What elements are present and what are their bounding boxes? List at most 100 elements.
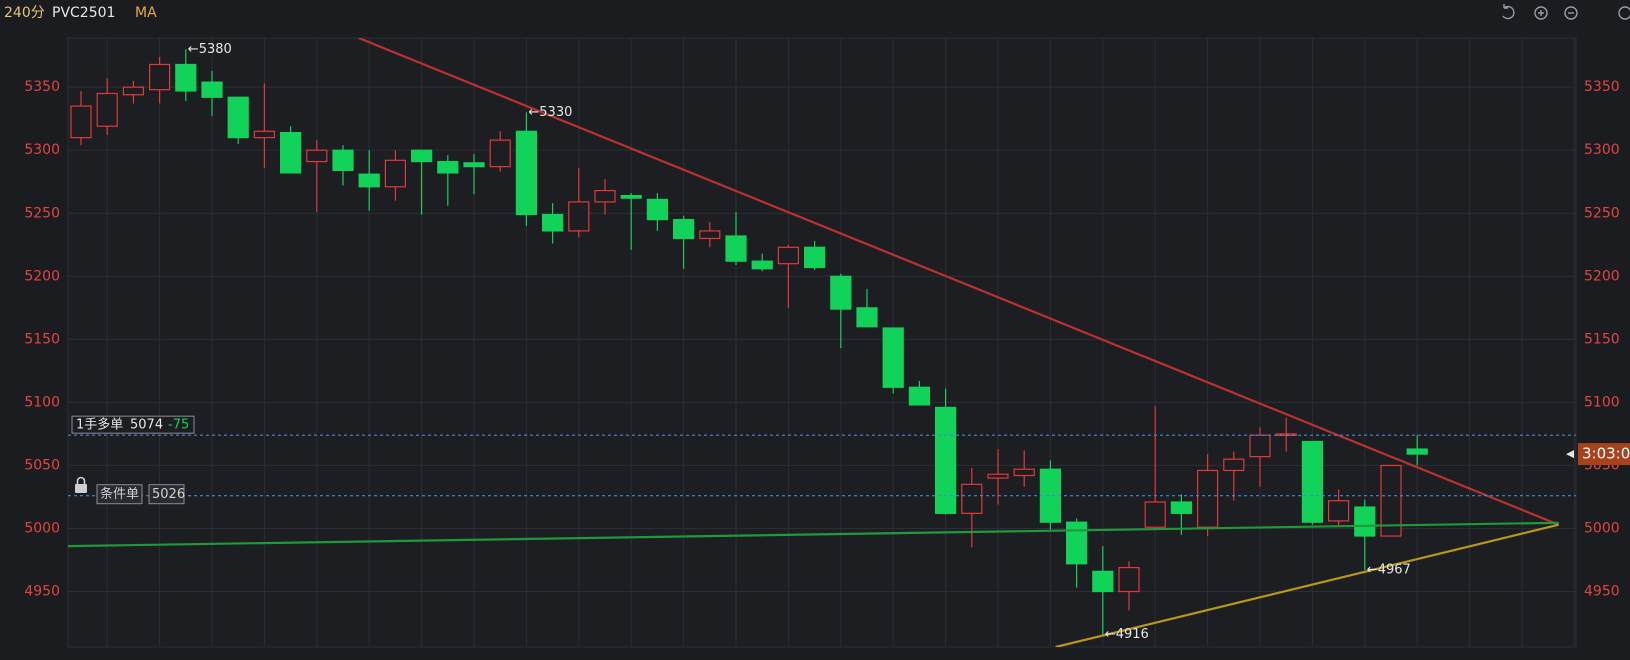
candle-body bbox=[699, 230, 721, 240]
period: 240分 bbox=[4, 5, 45, 21]
candle-body bbox=[803, 246, 826, 269]
y-tick-label: 5200 bbox=[24, 268, 60, 284]
candle-body bbox=[777, 246, 800, 265]
indicator: MA bbox=[135, 5, 157, 21]
candle-body bbox=[515, 130, 538, 216]
y-tick-label-right: 5200 bbox=[1584, 268, 1620, 284]
order-label: 条件单 bbox=[100, 486, 139, 502]
candle-body bbox=[96, 92, 118, 127]
candle-body bbox=[1065, 521, 1088, 565]
trendline bbox=[1055, 523, 1559, 647]
candle-body bbox=[358, 173, 380, 188]
candle-body bbox=[437, 160, 459, 174]
candle-body bbox=[987, 473, 1009, 479]
y-tick-label: 4950 bbox=[24, 584, 60, 600]
candle-body bbox=[1406, 448, 1428, 455]
candle-body bbox=[1249, 434, 1271, 458]
y-tick-label: 5150 bbox=[24, 331, 60, 347]
candle-body bbox=[1223, 458, 1245, 472]
candle-body bbox=[1039, 468, 1062, 523]
candle-body bbox=[149, 63, 171, 91]
candle-body bbox=[620, 195, 642, 199]
order-label: 1手多单 bbox=[76, 417, 123, 433]
candle-body bbox=[463, 162, 485, 168]
candle-body bbox=[1144, 501, 1166, 528]
candle-body bbox=[830, 275, 852, 310]
countdown: 3:03:0 bbox=[1582, 445, 1630, 463]
candle-body bbox=[253, 130, 275, 139]
y-tick-label-right: 4950 bbox=[1584, 584, 1620, 600]
y-tick-label-right: 5250 bbox=[1584, 205, 1620, 221]
candle-body bbox=[306, 149, 328, 163]
order-change: -75 bbox=[168, 418, 189, 433]
undo-button[interactable] bbox=[1502, 4, 1515, 20]
y-tick-label: 5300 bbox=[24, 142, 60, 158]
y-tick-label-right: 5150 bbox=[1584, 331, 1620, 347]
candle-body bbox=[1118, 566, 1140, 593]
candle-body bbox=[1327, 500, 1350, 522]
candle-body bbox=[751, 260, 773, 270]
order-price: 5026 bbox=[152, 487, 185, 502]
candle-body bbox=[1092, 570, 1114, 593]
y-tick-label: 5000 bbox=[24, 520, 60, 536]
candle-body bbox=[882, 327, 904, 388]
candle-body bbox=[856, 307, 878, 328]
lock-icon bbox=[75, 476, 87, 493]
price-annotation: ←4916 bbox=[1105, 627, 1149, 642]
candles bbox=[70, 49, 1428, 635]
candle-body bbox=[934, 406, 957, 514]
candle-body bbox=[1301, 440, 1324, 523]
candle-body bbox=[908, 386, 931, 406]
price-annotation: ←5330 bbox=[528, 105, 572, 120]
y-tick-label: 5100 bbox=[24, 394, 60, 410]
candle-body bbox=[332, 149, 354, 171]
y-tick-label-right: 5300 bbox=[1584, 142, 1620, 158]
countdown-box bbox=[1578, 443, 1630, 466]
candle-body bbox=[725, 235, 747, 262]
trendlines bbox=[68, 38, 1560, 647]
candle-body bbox=[1354, 506, 1376, 537]
price-annotation: ←4967 bbox=[1367, 563, 1411, 578]
y-tick-label-right: 5100 bbox=[1584, 394, 1620, 410]
candle-body bbox=[541, 213, 564, 232]
candle-body bbox=[568, 201, 590, 232]
candle-body bbox=[384, 159, 406, 188]
candle-body bbox=[411, 149, 433, 163]
candle-body bbox=[175, 63, 197, 92]
y-tick-label: 5350 bbox=[24, 79, 60, 95]
order-price-box bbox=[148, 484, 185, 505]
trendline bbox=[358, 38, 1560, 526]
zoom-out-button[interactable] bbox=[1564, 6, 1578, 20]
order-label-box bbox=[96, 484, 143, 505]
y-tick-label-right: 5350 bbox=[1584, 79, 1620, 95]
candle-body bbox=[672, 218, 695, 240]
y-tick-label-right: 5000 bbox=[1584, 520, 1620, 536]
candle-body bbox=[594, 189, 616, 203]
candle-body bbox=[961, 483, 983, 514]
candle-body bbox=[646, 198, 669, 221]
candle-body bbox=[1013, 468, 1035, 477]
candle-body bbox=[70, 105, 92, 139]
trendline bbox=[68, 521, 1559, 548]
zoom-in-button[interactable] bbox=[1534, 6, 1548, 20]
candle-body bbox=[122, 86, 145, 96]
y-tick-label: 5050 bbox=[24, 457, 60, 473]
price-annotation: ←5380 bbox=[188, 42, 232, 57]
y-tick-label: 5250 bbox=[24, 205, 60, 221]
candle-body bbox=[201, 81, 223, 98]
candle-body bbox=[280, 131, 302, 174]
candle-body bbox=[227, 96, 249, 139]
candle-body bbox=[1380, 464, 1402, 537]
settings-button[interactable] bbox=[1618, 6, 1630, 20]
order-label-box bbox=[71, 415, 195, 434]
order-price: 5074 bbox=[130, 418, 163, 433]
symbol: PVC2501 bbox=[52, 5, 115, 21]
countdown-pointer bbox=[1566, 450, 1574, 459]
candle-body bbox=[1170, 501, 1193, 514]
zoom-in-icon bbox=[1538, 10, 1544, 16]
candle-body bbox=[489, 139, 511, 168]
toolbar bbox=[1502, 4, 1630, 20]
candle-body bbox=[1196, 469, 1219, 528]
plot-area bbox=[67, 37, 1577, 648]
